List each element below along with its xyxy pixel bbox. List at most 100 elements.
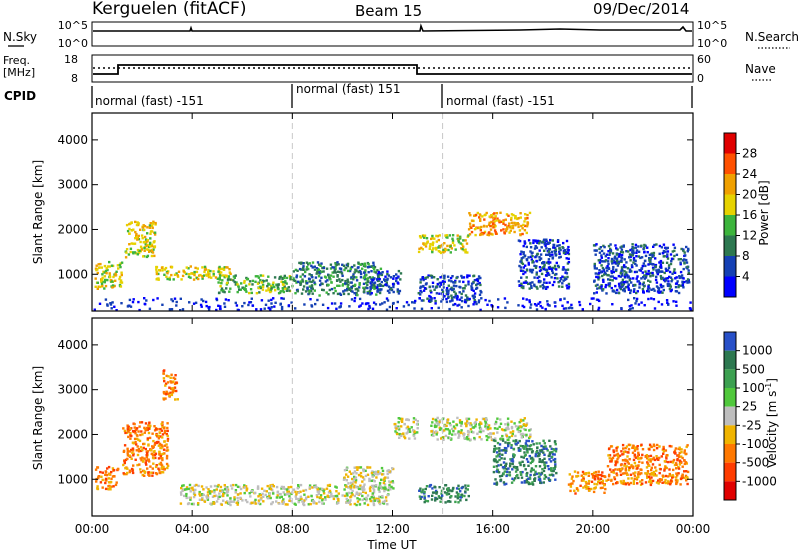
power-cell — [633, 270, 637, 274]
velocity-cell — [261, 492, 264, 496]
power-cell — [373, 277, 376, 280]
velocity-cell — [438, 420, 441, 424]
power-cell — [392, 275, 396, 278]
velocity-colorbar-label-main: Velocity [m s — [765, 391, 779, 468]
power-floor-cell — [392, 301, 395, 305]
power-cell — [613, 290, 616, 293]
velocity-cell — [668, 468, 671, 471]
power-cell — [637, 280, 641, 283]
power-floor-cell — [272, 297, 275, 300]
velocity-cell — [165, 449, 168, 452]
velocity-cell — [355, 491, 359, 494]
velocity-cell — [292, 488, 296, 491]
power-cell — [659, 290, 663, 293]
velocity-cell — [131, 471, 135, 475]
power-cell — [194, 266, 197, 270]
velocity-cell — [498, 447, 501, 450]
velocity-cell — [660, 478, 663, 481]
velocity-cell — [495, 465, 498, 468]
power-cell — [164, 266, 168, 270]
velocity-cell — [507, 467, 510, 470]
power-cell — [673, 249, 676, 253]
velocity-cell — [571, 475, 574, 478]
power-cell — [523, 254, 527, 257]
velocity-cell — [295, 497, 298, 500]
power-cell — [523, 229, 527, 232]
velocity-cell — [685, 445, 688, 449]
power-cell — [530, 271, 534, 274]
velocity-cell — [299, 498, 302, 501]
power-cell — [638, 269, 641, 272]
power-cell — [482, 232, 486, 235]
velocity-cell — [348, 500, 351, 504]
power-cell — [480, 291, 483, 294]
power-cell — [659, 260, 663, 263]
velocity-cell — [648, 480, 651, 483]
power-cell — [355, 279, 359, 282]
power-cell — [531, 268, 535, 272]
power-cell — [143, 249, 146, 252]
velocity-cell — [391, 481, 395, 484]
velocity-cell — [628, 458, 631, 461]
power-cell — [371, 286, 374, 289]
velocity-cell — [444, 427, 448, 431]
power-cell — [609, 275, 612, 278]
velocity-cell — [330, 492, 333, 496]
power-cell — [432, 276, 436, 279]
velocity-cell — [539, 481, 542, 484]
velocity-cell — [224, 486, 227, 489]
power-cell — [248, 291, 251, 295]
velocity-cell — [111, 467, 115, 470]
velocity-cell — [684, 461, 688, 464]
velocity-cell — [341, 494, 344, 497]
velocity-cell — [202, 493, 205, 497]
velocity-cell — [151, 467, 154, 470]
power-cell — [153, 233, 157, 236]
velocity-cell — [270, 502, 273, 506]
velocity-cell — [610, 470, 613, 474]
power-cell — [106, 265, 110, 268]
velocity-cell — [311, 486, 314, 489]
velocity-cell — [166, 466, 169, 470]
velocity-cell — [304, 488, 308, 492]
velocity-cell — [438, 419, 442, 422]
power-cell — [598, 247, 601, 251]
velocity-cell — [538, 458, 541, 461]
power-cell — [666, 255, 669, 258]
velocity-cell — [412, 429, 415, 432]
velocity-cell — [148, 425, 151, 428]
power-cell — [384, 279, 387, 283]
velocity-cell — [506, 423, 510, 426]
power-cell — [550, 268, 554, 271]
velocity-cell — [166, 437, 170, 441]
power-cell — [261, 285, 265, 289]
velocity-cell — [157, 467, 160, 470]
velocity-cell — [373, 480, 376, 483]
power-cell — [301, 278, 304, 281]
power-cell — [636, 275, 639, 278]
power-cell — [652, 251, 656, 255]
power-cell — [687, 272, 690, 275]
power-cell — [448, 234, 451, 237]
velocity-cell — [458, 421, 462, 424]
velocity-cell — [382, 478, 386, 481]
velocity-cell — [616, 458, 619, 461]
power-cell — [326, 279, 329, 282]
power-cell — [516, 223, 519, 226]
velocity-cell — [415, 422, 419, 426]
power-floor-cell — [517, 304, 520, 307]
power-cell — [190, 272, 193, 275]
power-cell — [476, 211, 479, 215]
velocity-cell — [353, 466, 356, 469]
power-cell — [151, 251, 155, 254]
power-cell — [292, 270, 295, 273]
velocity-cell — [358, 466, 361, 469]
power-cell — [645, 274, 648, 277]
velocity-cell — [434, 430, 438, 433]
power-cell — [666, 246, 669, 250]
power-cell — [261, 288, 265, 291]
power-floor-cell — [529, 306, 532, 309]
velocity-cell — [309, 502, 312, 506]
power-cell — [686, 281, 689, 284]
velocity-cell — [215, 500, 219, 503]
